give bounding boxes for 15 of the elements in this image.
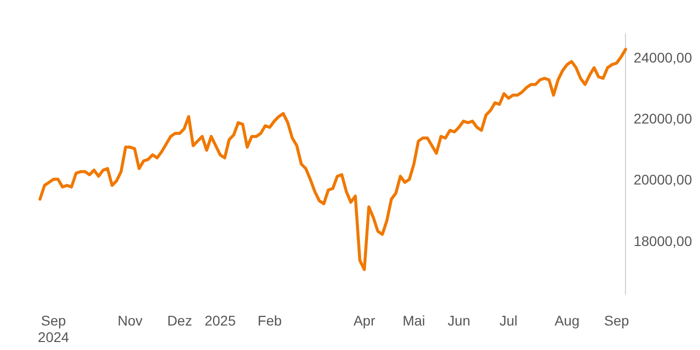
x-tick-label: Dez [167, 312, 192, 328]
x-tick-label: Aug [554, 312, 580, 328]
y-tick-label: 24000,00 [634, 49, 692, 66]
x-tick-label: Sep [604, 312, 630, 328]
x-tick-label: 2025 [204, 312, 236, 328]
x-tick-label: Nov [118, 312, 143, 328]
y-tick-label: 22000,00 [634, 110, 692, 127]
x-tick-label: Jun [448, 312, 470, 328]
x-tick-label: Feb [258, 312, 282, 328]
x-tick-label: Jul [500, 312, 518, 328]
x-tick-label: Apr [353, 312, 376, 328]
x-tick-label: Mai [402, 312, 426, 328]
x-tick-label: Sep 2024 [38, 312, 70, 346]
y-tick-label: 20000,00 [634, 172, 692, 188]
y-tick-label: 18000,00 [634, 232, 692, 249]
